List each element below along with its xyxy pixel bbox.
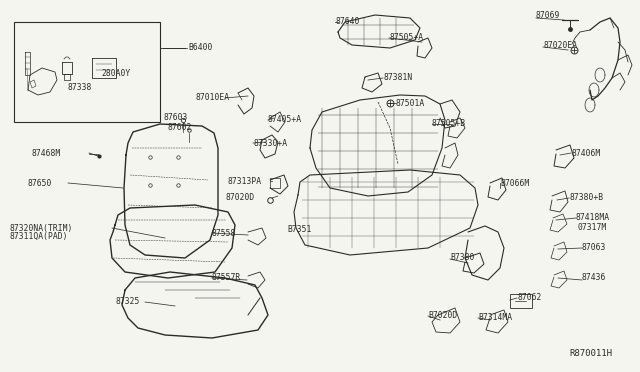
Text: 280A0Y: 280A0Y xyxy=(101,70,131,78)
Text: 87330+A: 87330+A xyxy=(253,138,287,148)
Text: B7351: B7351 xyxy=(287,225,312,234)
Text: 87010EA: 87010EA xyxy=(195,93,229,103)
Text: 87313PA: 87313PA xyxy=(228,176,262,186)
Text: 87406M: 87406M xyxy=(571,148,600,157)
Text: B7066M: B7066M xyxy=(500,179,529,187)
Text: B7020D: B7020D xyxy=(428,311,457,321)
Text: 87603: 87603 xyxy=(163,113,188,122)
Text: 87311QA(PAD): 87311QA(PAD) xyxy=(10,231,68,241)
Text: 87062: 87062 xyxy=(517,294,541,302)
Text: 87325: 87325 xyxy=(115,298,140,307)
Text: 87505+B: 87505+B xyxy=(432,119,466,128)
Bar xyxy=(510,294,532,308)
Bar xyxy=(14,22,160,122)
Text: 87381N: 87381N xyxy=(383,74,412,83)
Text: 87380+B: 87380+B xyxy=(569,193,603,202)
Text: 87020D: 87020D xyxy=(226,192,255,202)
Text: B7314MA: B7314MA xyxy=(478,314,512,323)
Text: 07317M: 07317M xyxy=(578,224,607,232)
Text: 87020EA: 87020EA xyxy=(543,42,577,51)
Text: 87602: 87602 xyxy=(168,122,193,131)
Text: 87468M: 87468M xyxy=(31,150,60,158)
Text: 87405+A: 87405+A xyxy=(268,115,302,125)
Text: 87063: 87063 xyxy=(582,244,606,253)
Text: 87650: 87650 xyxy=(27,179,51,187)
Text: 87558: 87558 xyxy=(212,228,236,237)
Bar xyxy=(270,178,280,188)
Text: 87418MA: 87418MA xyxy=(576,214,610,222)
Text: 87501A: 87501A xyxy=(396,99,425,108)
Text: 87640: 87640 xyxy=(335,17,360,26)
Text: 87069: 87069 xyxy=(536,10,561,19)
Text: 87436: 87436 xyxy=(582,273,606,282)
Text: 87338: 87338 xyxy=(67,83,92,92)
Text: 87505+A: 87505+A xyxy=(389,33,423,42)
Text: B6400: B6400 xyxy=(188,44,212,52)
Text: B7380: B7380 xyxy=(450,253,474,263)
Text: 87320NA(TRIM): 87320NA(TRIM) xyxy=(10,224,74,232)
Text: 87557R: 87557R xyxy=(212,273,241,282)
Text: R870011H: R870011H xyxy=(569,349,612,358)
